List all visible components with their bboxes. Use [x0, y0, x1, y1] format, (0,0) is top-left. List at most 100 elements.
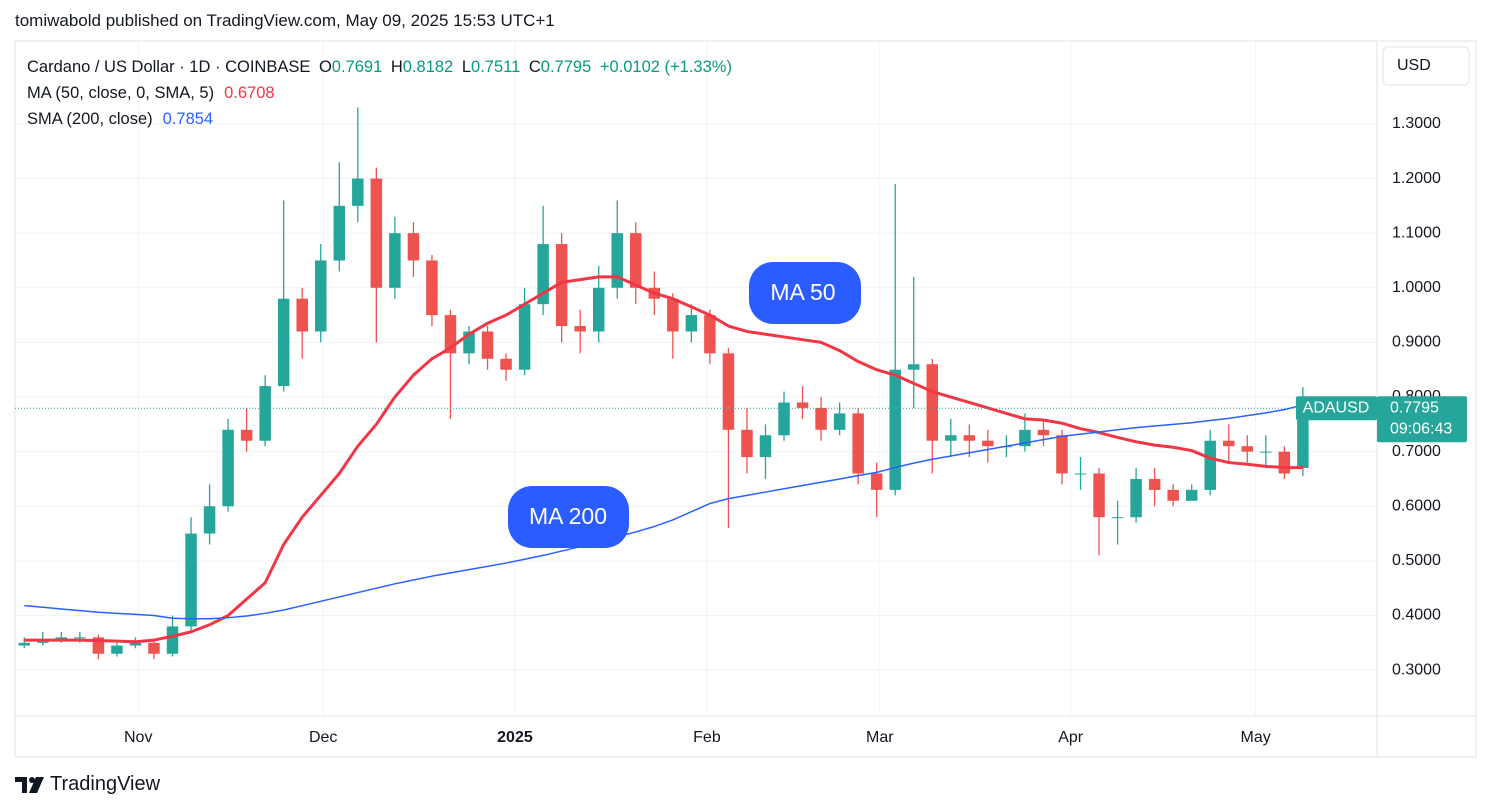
candle-body — [352, 178, 364, 206]
open-value: 0.7691 — [331, 58, 383, 76]
candle-body — [741, 429, 753, 458]
candle-body — [907, 364, 920, 370]
change: +0.0102 (+1.33%) — [599, 58, 732, 76]
x-tick-label: Nov — [124, 729, 152, 746]
candle-body — [333, 205, 346, 261]
x-tick-label: Mar — [866, 729, 894, 746]
candle-body — [296, 298, 308, 332]
candle-body — [1093, 473, 1105, 518]
currency: USD — [1397, 57, 1431, 74]
candle-body — [574, 326, 586, 332]
y-tick-label: 1.1000 — [1392, 224, 1441, 241]
candle-body — [852, 413, 864, 474]
logo — [15, 777, 44, 793]
candle-body — [889, 369, 901, 490]
low-value: 0.7511 — [471, 58, 521, 76]
candle-body — [555, 244, 568, 327]
y-tick-label: 0.4000 — [1392, 607, 1441, 624]
candle-body — [1204, 440, 1216, 490]
currency-button[interactable] — [1382, 46, 1470, 86]
ohlc-letter: C — [528, 58, 541, 76]
candle-body — [611, 233, 623, 288]
y-tick-label: 0.9000 — [1392, 334, 1441, 351]
logo-mark — [15, 777, 27, 793]
x-tick-label: May — [1241, 729, 1271, 746]
candle-body — [1185, 489, 1198, 501]
candle-body — [1019, 429, 1031, 447]
legend: Cardano / US Dollar · 1D · COINBASE O0.7… — [27, 54, 736, 132]
candle-body — [148, 642, 160, 654]
candle-body — [389, 233, 401, 288]
legend-value: 0.7854 — [162, 110, 214, 128]
candle-body — [203, 506, 216, 534]
ma-line — [24, 275, 1303, 644]
candle-body — [926, 364, 939, 441]
x-tick-label: Apr — [1058, 729, 1084, 746]
candle-body — [704, 315, 716, 354]
candle-body — [1278, 451, 1291, 474]
candle-body — [407, 233, 420, 261]
annotation-bubble — [749, 262, 861, 324]
candle-body — [370, 178, 383, 288]
logo-mark — [29, 777, 44, 793]
x-tick-label: Feb — [693, 729, 721, 746]
candle-body — [1241, 446, 1254, 452]
legend-entry[interactable]: SMA (200, close) — [27, 110, 153, 128]
y-tick-label: 0.3000 — [1392, 661, 1441, 678]
candle-body — [722, 353, 735, 430]
legend-row: SMA (200, close) 0.7854 — [27, 106, 736, 132]
grid — [15, 41, 1377, 716]
candle-body — [259, 386, 271, 441]
axes: 0.30000.40000.50000.60000.70000.80000.90… — [124, 115, 1441, 746]
candle-body — [444, 315, 457, 354]
candle-body — [1130, 478, 1142, 518]
candle-body — [945, 435, 957, 441]
candle-body — [92, 637, 105, 654]
candle-body — [815, 407, 827, 430]
y-tick-label: 1.0000 — [1392, 279, 1441, 296]
candle-body — [870, 473, 883, 490]
candle-body — [982, 440, 994, 447]
candle-body — [667, 298, 679, 332]
candle-body — [1297, 408, 1309, 469]
plot — [15, 107, 1377, 660]
annotation-bubble — [508, 486, 629, 548]
annotation: MA 200 — [529, 503, 607, 529]
y-tick-label: 0.6000 — [1392, 497, 1441, 514]
y-tick-label: 1.3000 — [1392, 115, 1441, 132]
candle-body — [796, 402, 809, 408]
candle-body — [778, 402, 790, 436]
price-tag-value: 0.7795 — [1390, 399, 1439, 416]
candle-body — [111, 645, 123, 654]
candle-body — [1223, 440, 1235, 447]
candle-body — [685, 315, 698, 332]
candle-body — [426, 260, 438, 316]
symbol: Cardano / US Dollar · 1D · COINBASE — [27, 58, 311, 76]
y-tick-label: 0.5000 — [1392, 552, 1441, 569]
close-value: 0.7795 — [540, 58, 592, 76]
x-tick-label: Dec — [309, 729, 337, 746]
high-value: 0.8182 — [402, 58, 454, 76]
legend-row: Cardano / US Dollar · 1D · COINBASE O0.7… — [27, 54, 736, 80]
chart-frame — [14, 40, 1477, 758]
candle-body — [500, 358, 512, 370]
annotation: MA 50 — [770, 279, 835, 305]
ohlc-letter: L — [461, 58, 472, 76]
candle-body — [518, 304, 531, 370]
ticker-label: ADAUSD — [1303, 399, 1370, 416]
candle-body — [963, 435, 976, 441]
y-tick-label: 0.7000 — [1392, 443, 1441, 460]
candle-body — [18, 642, 31, 646]
candle-body — [1056, 435, 1068, 474]
legend-entry[interactable]: MA (50, close, 0, SMA, 5) — [27, 84, 215, 102]
ohlc-letter: H — [390, 58, 403, 76]
candle-body — [166, 626, 179, 654]
candle-body — [463, 331, 475, 354]
candle-body — [833, 413, 846, 430]
candle-body — [1260, 451, 1272, 453]
legend-row: MA (50, close, 0, SMA, 5) 0.6708 — [27, 80, 736, 106]
candle-body — [277, 298, 290, 387]
candle-body — [129, 642, 142, 646]
